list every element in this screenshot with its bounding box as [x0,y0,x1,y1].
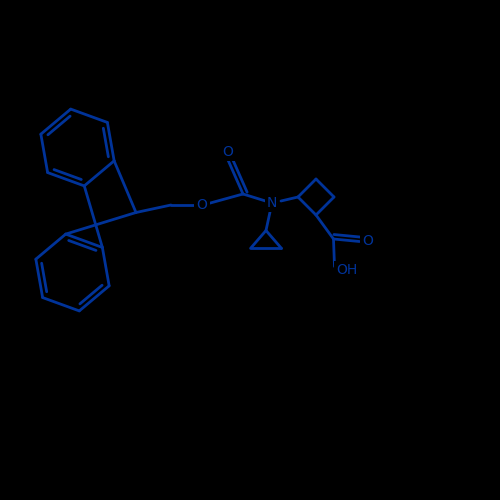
Text: O: O [196,198,207,212]
Text: O: O [362,234,374,248]
Text: N: N [267,196,277,210]
Text: OH: OH [336,264,357,278]
Text: O: O [222,144,234,158]
